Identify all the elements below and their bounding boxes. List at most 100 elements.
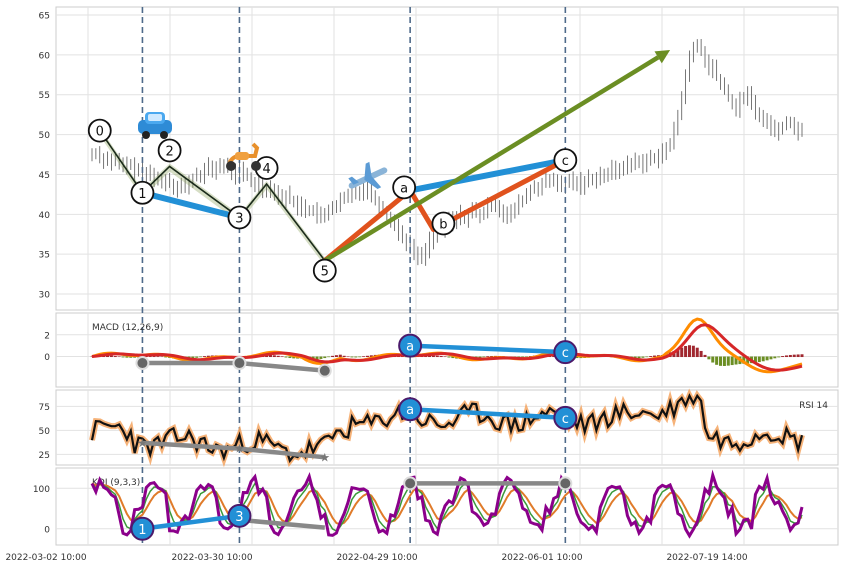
price-ytick-label: 40 <box>39 211 51 221</box>
macd-ytick-label: 2 <box>44 331 50 341</box>
wave-label-circle <box>157 138 182 163</box>
kdj-divergence-circle <box>130 516 155 541</box>
macd-histogram-bar <box>342 355 346 358</box>
macd-histogram-bar <box>715 356 719 365</box>
macd-histogram-bar <box>358 356 362 358</box>
kdj-grey-point <box>558 476 573 491</box>
macd-histogram-bar <box>428 355 432 358</box>
macd-histogram-bar <box>400 356 404 358</box>
wave-label-circle <box>227 205 252 230</box>
macd-histogram-bar <box>711 356 715 363</box>
kdj-divergence-label-1: 1 <box>138 523 146 538</box>
macd-histogram-bar <box>109 355 113 358</box>
rsi-blue-divergence <box>410 406 566 421</box>
x-tick-label: 2022-03-02 10:00 <box>5 553 86 563</box>
macd-grey-point <box>232 356 247 371</box>
macd-histogram-bar <box>490 355 494 358</box>
macd-signal-line <box>91 323 803 372</box>
target-arrow-head <box>654 50 671 64</box>
macd-histogram-bar <box>117 356 121 358</box>
macd-ytick-label: 0 <box>44 353 50 363</box>
macd-histogram-bar <box>292 356 296 359</box>
macd-histogram-bar <box>365 355 369 358</box>
macd-histogram-bar <box>160 356 164 358</box>
wave-label-circle <box>553 148 578 172</box>
macd-histogram-bar <box>637 356 641 359</box>
kdj-ytick-label: 100 <box>33 485 50 495</box>
macd-histogram-bar <box>521 356 525 358</box>
chart-panels: 3035404550556065022550750100012345abcMAC… <box>33 6 839 546</box>
macd-histogram-bar <box>206 355 210 358</box>
macd-histogram-bar <box>280 356 284 358</box>
kdj-divergence-label-3: 3 <box>235 510 243 525</box>
rsi-star-marker: ★ <box>137 436 148 450</box>
wave-label-b: b <box>439 217 447 232</box>
kdj-panel-frame <box>55 467 839 546</box>
macd-histogram-bar <box>699 350 703 358</box>
macd-histogram-bar <box>331 355 335 358</box>
target-arrow-line <box>323 55 660 263</box>
x-tick-labels: 2022-03-02 10:00 2022-03-30 10:00 2022-04-… <box>5 553 747 563</box>
rsi-divergence-label-c: c <box>562 412 569 427</box>
macd-histogram-bar <box>765 356 769 361</box>
macd-histogram-bar <box>781 356 785 358</box>
macd-histogram-bar <box>191 356 195 359</box>
price-ytick-label: 50 <box>39 131 51 141</box>
macd-histogram-bar <box>684 346 688 358</box>
price-ytick-label: 60 <box>39 51 51 61</box>
price-ytick-label: 65 <box>39 11 50 21</box>
macd-histogram-bar <box>575 356 579 359</box>
impulse-wave-line <box>99 130 326 262</box>
rsi-label: RSI 14 <box>799 401 828 411</box>
macd-histogram-bar <box>144 356 148 358</box>
macd-histogram-bar <box>788 354 792 358</box>
macd-histogram-bar <box>777 356 781 358</box>
macd-histogram-bar <box>486 356 490 358</box>
macd-histogram-bar <box>125 356 129 358</box>
macd-histogram-bar <box>703 354 707 358</box>
kdj-divergence-circle <box>227 503 252 528</box>
macd-histogram-bar <box>148 356 152 358</box>
macd-histogram-bar <box>734 356 738 365</box>
macd-grey-point <box>135 356 150 371</box>
wave-label-1: 1 <box>138 187 146 202</box>
rsi-ytick-label: 25 <box>39 451 50 461</box>
macd-panel-frame <box>55 312 839 388</box>
rsi-ytick-label: 75 <box>39 403 50 413</box>
macd-histogram-bar <box>707 356 711 360</box>
macd-histogram-bar <box>431 355 435 358</box>
macd-histogram-bar <box>695 347 699 358</box>
macd-histogram-bar <box>447 356 451 358</box>
rsi-ytick-label: 50 <box>39 427 51 437</box>
rsi-grey-divergence <box>142 440 326 460</box>
macd-histogram-bar <box>451 356 455 359</box>
macd-histogram-bar <box>645 356 649 358</box>
macd-histogram-bar <box>435 355 439 358</box>
x-tick-label: 2022-06-01 10:00 <box>501 553 582 563</box>
price-ytick-label: 45 <box>39 171 50 181</box>
rsi-star-marker: ★ <box>234 442 245 456</box>
wave-label-2: 2 <box>165 144 173 159</box>
macd-histogram-bar <box>753 356 757 363</box>
wave-label-0: 0 <box>96 125 104 140</box>
kdj-grey-divergence-bottom <box>239 517 325 530</box>
macd-histogram-bar <box>792 354 796 358</box>
macd-histogram-bar <box>687 345 691 358</box>
kdj-blue-divergence <box>142 513 240 532</box>
macd-histogram-bar <box>133 356 137 358</box>
wave-label-4: 4 <box>262 162 270 177</box>
rsi-star-marker: ★ <box>319 450 330 464</box>
macd-histogram-bar <box>800 354 804 358</box>
macd-histogram-bar <box>362 356 366 358</box>
wave-label-5: 5 <box>321 265 329 280</box>
rsi-divergence-circle <box>398 397 423 422</box>
macd-blue-divergence <box>410 343 566 355</box>
macd-histogram-bar <box>284 356 288 358</box>
macd-histogram-bar <box>482 356 486 358</box>
macd-histogram-bar <box>552 354 556 358</box>
rsi-divergence-circle <box>553 405 578 430</box>
macd-histogram-bar <box>327 356 331 358</box>
wave-label-a: a <box>400 181 408 196</box>
macd-histogram-bar <box>346 356 350 358</box>
